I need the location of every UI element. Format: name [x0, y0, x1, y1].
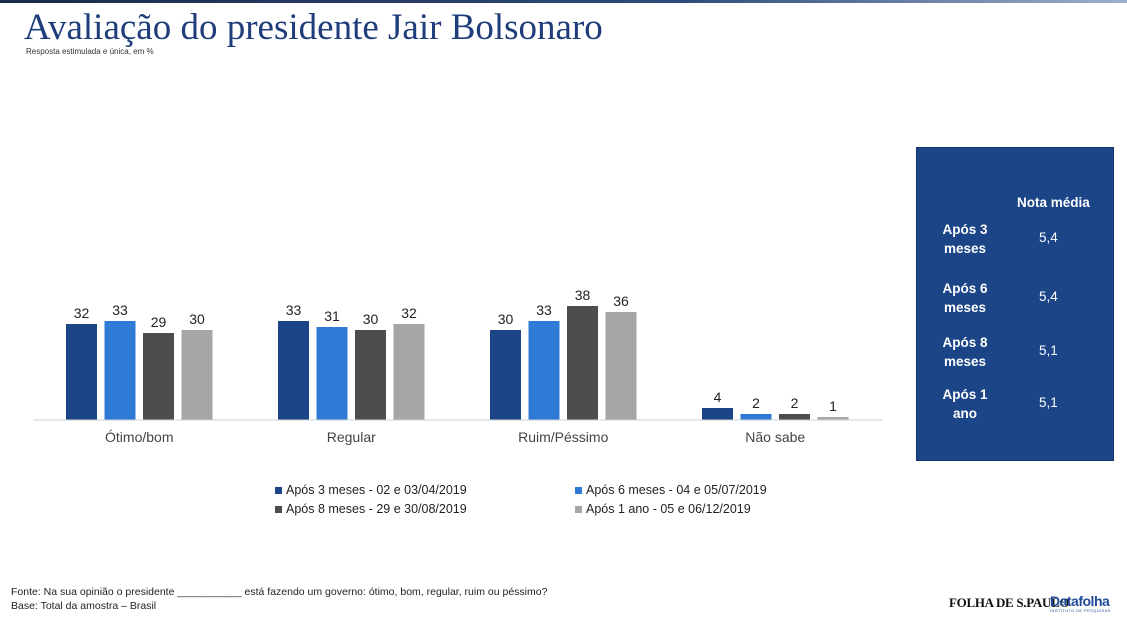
score-row: Após 6 meses 5,4: [917, 279, 1115, 319]
bar-value-label: 29: [151, 314, 167, 330]
page-subtitle: Resposta estimulada e única, em %: [26, 47, 154, 56]
score-panel-header: Nota média: [1017, 195, 1090, 210]
bar: [104, 321, 136, 420]
bar: [181, 330, 213, 420]
bar: [143, 333, 174, 420]
bar: [779, 414, 810, 420]
bar-value-label: 1: [829, 398, 837, 414]
bar-value-label: 32: [401, 305, 417, 321]
bar-value-label: 32: [74, 305, 90, 321]
footnote-source: Fonte: Na sua opinião o presidente _____…: [11, 586, 548, 598]
bar-value-label: 2: [791, 395, 799, 411]
legend-swatch: [275, 486, 282, 494]
datafolha-logo: Datafolha: [1050, 593, 1110, 609]
bar: [817, 417, 849, 420]
bar: [278, 321, 309, 420]
bar: [490, 330, 521, 420]
legend-label: Após 8 meses - 29 e 30/08/2019: [286, 502, 467, 516]
score-row-label: Após 3 meses: [942, 222, 988, 256]
legend-item: Após 1 ano - 05 e 06/12/2019: [575, 502, 835, 516]
bar-value-label: 33: [286, 302, 302, 318]
bar: [740, 414, 772, 420]
bars-layer: [66, 306, 849, 420]
bar-value-label: 30: [363, 311, 379, 327]
legend-item: Após 8 meses - 29 e 30/08/2019: [275, 502, 575, 516]
category-label: Ruim/Péssimo: [518, 429, 608, 445]
score-row-value: 5,1: [1039, 395, 1058, 410]
bar: [316, 327, 348, 420]
bar: [702, 408, 733, 420]
bar: [567, 306, 598, 420]
bar-chart: 32 33 29 30 33 31 30 32 30 33 38 36 4 2 2 1 Ótimo/bom Re…: [33, 287, 883, 445]
score-row-value: 5,4: [1039, 289, 1058, 304]
legend-label: Após 1 ano - 05 e 06/12/2019: [586, 502, 751, 516]
score-row-value: 5,4: [1039, 230, 1058, 245]
bar: [355, 330, 386, 420]
bar-value-label: 4: [714, 389, 722, 405]
category-label: Regular: [327, 429, 376, 445]
score-row: Após 3 meses 5,4: [917, 220, 1115, 260]
legend-swatch: [275, 505, 282, 513]
bar-value-label: 30: [498, 311, 514, 327]
bar: [528, 321, 560, 420]
legend-label: Após 6 meses - 04 e 05/07/2019: [586, 483, 767, 497]
footnote: Fonte: Na sua opinião o presidente _____…: [11, 585, 547, 613]
datafolha-tagline: INSTITUTO DE PESQUISAS: [1050, 608, 1111, 613]
bar-value-label: 31: [324, 308, 340, 324]
score-row: Após 1 ano 5,1: [917, 385, 1115, 425]
page-title: Avaliação do presidente Jair Bolsonaro: [24, 7, 603, 48]
legend-swatch: [575, 505, 582, 513]
score-row-label: Após 6 meses: [942, 281, 988, 315]
bar-value-label: 33: [112, 302, 128, 318]
folha-logo: FOLHA DE S.PAULO: [949, 595, 1070, 610]
score-row-label: Após 1 ano: [942, 387, 988, 421]
score-row: Após 8 meses 5,1: [917, 333, 1115, 373]
bar-value-label: 38: [575, 287, 591, 303]
bar-value-label: 30: [189, 311, 205, 327]
bar-value-label: 2: [752, 395, 760, 411]
legend-swatch: [575, 486, 582, 494]
footnote-base: Base: Total da amostra – Brasil: [11, 600, 157, 612]
legend-item: Após 6 meses - 04 e 05/07/2019: [575, 483, 835, 497]
bar: [393, 324, 425, 420]
score-row-value: 5,1: [1039, 343, 1058, 358]
bar-value-label: 33: [536, 302, 552, 318]
bar: [66, 324, 97, 420]
bar-value-label: 36: [613, 293, 629, 309]
top-accent-line: [0, 0, 1127, 3]
chart-legend: Após 3 meses - 02 e 03/04/2019 Após 6 mes…: [275, 483, 835, 516]
category-label: Não sabe: [745, 429, 805, 445]
category-labels-layer: Ótimo/bom Regular Ruim/Péssimo Não sabe: [105, 429, 805, 445]
value-labels-layer: 32 33 29 30 33 31 30 32 30 33 38 36 4 2 2 1: [74, 287, 837, 414]
bar: [605, 312, 637, 420]
score-row-label: Após 8 meses: [942, 335, 988, 369]
legend-item: Após 3 meses - 02 e 03/04/2019: [275, 483, 575, 497]
legend-label: Após 3 meses - 02 e 03/04/2019: [286, 483, 467, 497]
average-score-panel: Nota média Após 3 meses 5,4 Após 6 meses…: [916, 147, 1114, 461]
category-label: Ótimo/bom: [105, 429, 173, 445]
